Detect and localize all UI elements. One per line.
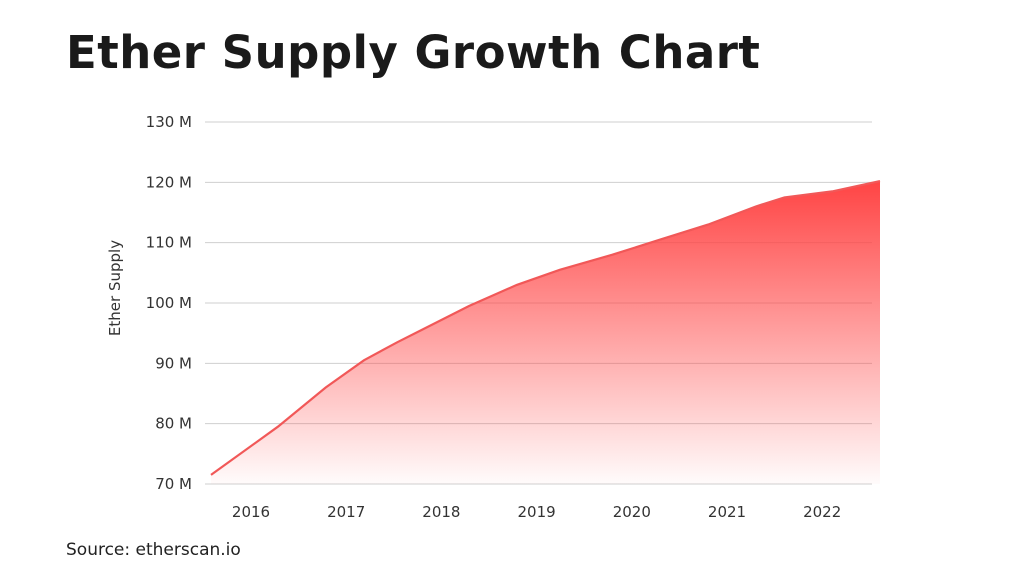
y-tick-label: 70 M — [155, 475, 192, 493]
x-tick-label: 2016 — [232, 503, 270, 521]
y-tick-label: 100 M — [146, 294, 192, 312]
y-tick-labels: 70 M 80 M 90 M 100 M 110 M 120 M 130 M — [146, 113, 192, 493]
supply-line — [210, 180, 881, 476]
x-tick-label: 2021 — [708, 503, 746, 521]
x-tick-label: 2017 — [327, 503, 365, 521]
supply-area — [211, 181, 880, 484]
x-tick-label: 2022 — [803, 503, 841, 521]
x-tick-label: 2019 — [518, 503, 556, 521]
y-tick-label: 130 M — [146, 113, 192, 131]
x-tick-label: 2020 — [613, 503, 651, 521]
x-tick-labels: 2016 2017 2018 2019 2020 2021 2022 — [232, 503, 841, 521]
chart-title: Ether Supply Growth Chart — [66, 26, 761, 79]
y-tick-label: 120 M — [146, 173, 192, 191]
x-tick-label: 2018 — [422, 503, 460, 521]
y-tick-label: 80 M — [155, 415, 192, 433]
y-tick-label: 90 M — [155, 354, 192, 372]
y-axis-label: Ether Supply — [106, 240, 124, 336]
y-tick-label: 110 M — [146, 234, 192, 252]
source-note: Source: etherscan.io — [66, 540, 241, 560]
